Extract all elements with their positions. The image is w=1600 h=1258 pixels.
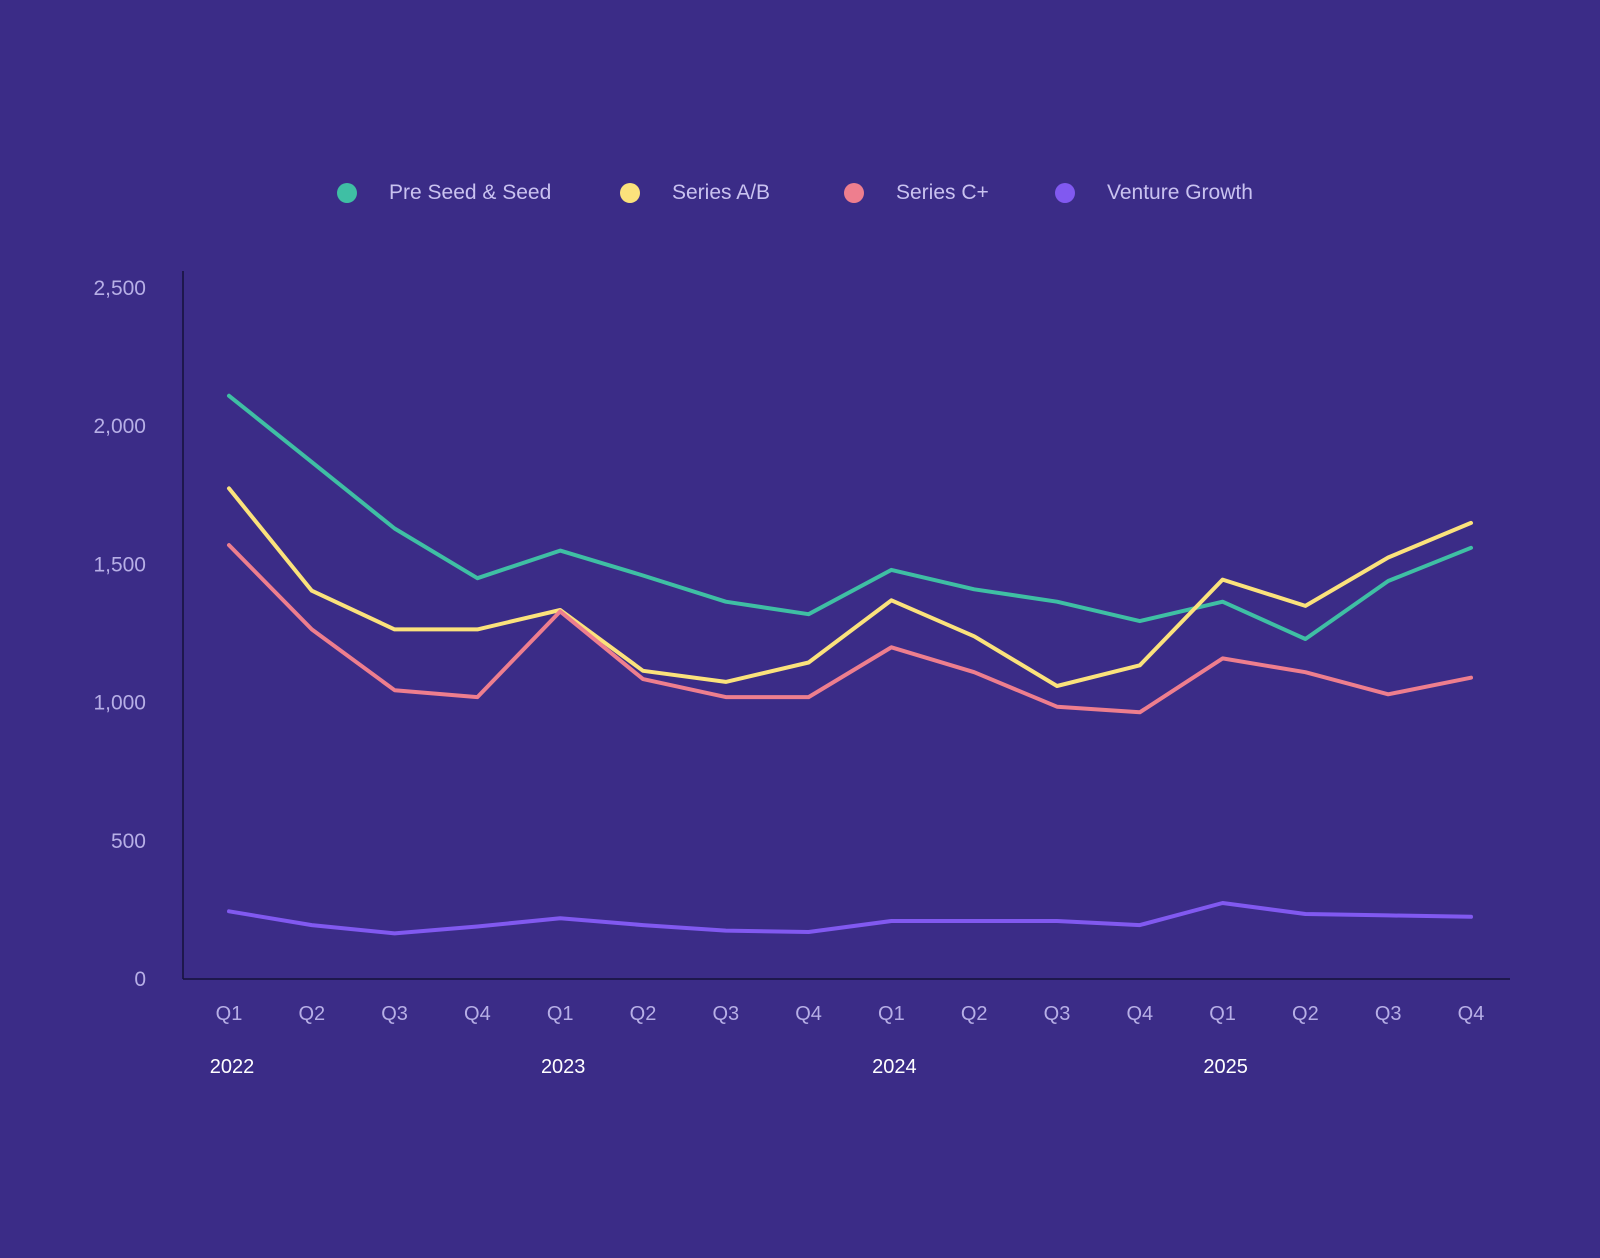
- x-year-label: 2022: [210, 1056, 255, 1078]
- legend-label: Series C+: [896, 181, 989, 204]
- legend-label: Pre Seed & Seed: [389, 181, 552, 204]
- legend-item-venture-growth: Venture Growth: [1055, 176, 1253, 210]
- x-tick-label: Q1: [547, 1003, 574, 1025]
- series-line-pre-seed-seed: [227, 393, 1473, 641]
- legend-swatch: [337, 183, 357, 203]
- x-tick-label: Q1: [216, 1003, 243, 1025]
- y-axis-ticks: 0 500 1,000 1,500 2,000 2,500: [93, 277, 146, 991]
- x-tick-label: Q3: [381, 1003, 408, 1025]
- legend-swatch: [1055, 183, 1075, 203]
- x-tick-label: Q2: [961, 1003, 988, 1025]
- x-tick-label: Q4: [464, 1003, 491, 1025]
- legend-swatch: [620, 183, 640, 203]
- y-tick-label: 0: [134, 968, 146, 991]
- y-tick-label: 1,500: [93, 553, 146, 576]
- series-line-venture-growth: [227, 901, 1473, 936]
- y-tick-label: 500: [111, 830, 146, 853]
- x-tick-label: Q4: [1458, 1003, 1485, 1025]
- x-axis-ticks: Q1 Q2 Q3 Q4 Q1 Q2 Q3 Q4 Q1 Q2 Q3 Q4 Q1 Q2 Q3 Q4: [216, 1003, 1485, 1025]
- legend-item-pre-seed-seed: Pre Seed & Seed: [337, 176, 551, 210]
- x-tick-label: Q3: [1044, 1003, 1071, 1025]
- x-tick-label: Q2: [298, 1003, 325, 1025]
- x-year-label: 2025: [1203, 1056, 1248, 1078]
- legend-item-series-c-plus: Series C+: [844, 176, 989, 210]
- y-tick-label: 2,000: [93, 415, 146, 438]
- series-lines: [227, 393, 1473, 936]
- series-line-series-c: [227, 543, 1473, 715]
- legend: Pre Seed & Seed Series A/B Series C+ Ven…: [0, 176, 1600, 210]
- y-tick-label: 1,000: [93, 692, 146, 715]
- legend-swatch: [844, 183, 864, 203]
- x-tick-label: Q1: [878, 1003, 905, 1025]
- x-tick-label: Q4: [795, 1003, 822, 1025]
- x-axis-year-labels: 2022 2023 2024 2025: [210, 1056, 1248, 1078]
- x-year-label: 2023: [541, 1056, 586, 1078]
- series-line-series-a-b: [227, 486, 1473, 688]
- y-tick-label: 2,500: [93, 277, 146, 300]
- x-tick-label: Q3: [712, 1003, 739, 1025]
- x-tick-label: Q2: [630, 1003, 657, 1025]
- legend-label: Series A/B: [672, 181, 771, 204]
- x-tick-label: Q4: [1126, 1003, 1153, 1025]
- x-tick-label: Q2: [1292, 1003, 1319, 1025]
- x-tick-label: Q3: [1375, 1003, 1402, 1025]
- x-tick-label: Q1: [1209, 1003, 1236, 1025]
- legend-label: Venture Growth: [1107, 181, 1253, 204]
- legend-item-series-a-b: Series A/B: [620, 176, 770, 210]
- x-year-label: 2024: [872, 1056, 917, 1078]
